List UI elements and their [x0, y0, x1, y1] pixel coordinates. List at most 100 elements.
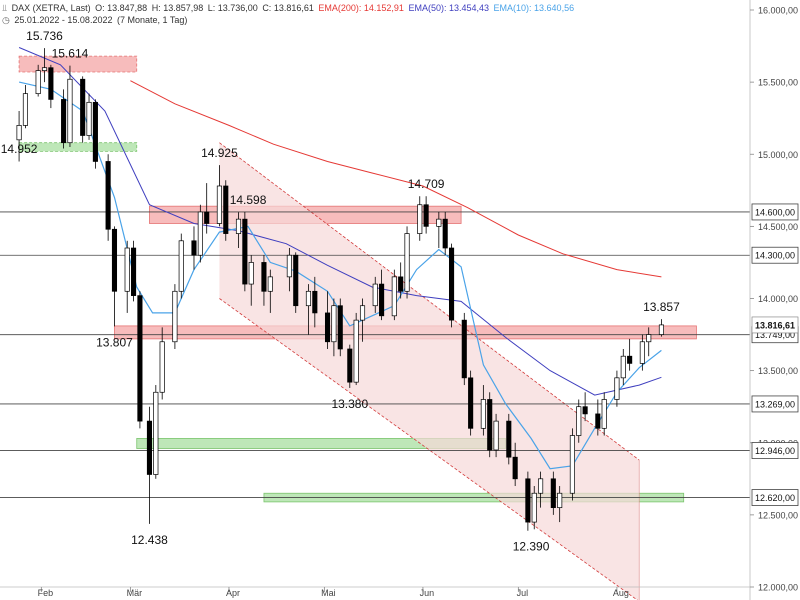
symbol-label: DAX (XETRA, Last): [11, 3, 91, 13]
horizontal-levels: [0, 211, 750, 498]
channel-fill: [219, 142, 640, 600]
candle-body: [131, 247, 137, 296]
candle-body: [223, 185, 229, 234]
candle-body: [436, 218, 442, 227]
chart-type-icon[interactable]: ⫫: [2, 3, 8, 13]
candle-body: [398, 276, 404, 292]
candle-body: [248, 262, 254, 285]
candle-body: [331, 305, 337, 343]
candle-body: [153, 391, 159, 475]
ema10-line: [18, 81, 662, 470]
swing-labels: 15.736 15.614 14.952 13.807 12.438 14.925 14.5…: [1, 29, 680, 554]
swing-label: 14.925: [201, 146, 238, 160]
candle-body: [449, 247, 455, 321]
candle-body: [305, 290, 312, 307]
candle-body: [512, 456, 518, 480]
clock-icon: ◷: [2, 15, 10, 25]
candle-body: [423, 204, 429, 227]
x-tick-label: Jul: [517, 588, 529, 598]
candle-body: [391, 276, 397, 317]
candle-body: [442, 218, 448, 249]
channel-upper-line: [219, 142, 640, 461]
last-price-label: 13.816,61: [755, 320, 795, 330]
candle-body: [41, 67, 48, 71]
support-zone-upper: [18, 142, 138, 152]
swing-label: 13.380: [331, 397, 368, 411]
level-badge: [751, 246, 799, 264]
candle-body: [286, 254, 292, 278]
candle-body: [480, 399, 486, 429]
open-value: O: 13.847,88: [95, 3, 148, 13]
y-axis: 12.000,0012.500,0013.000,0013.500,0014.0…: [749, 0, 798, 600]
candle-body: [531, 492, 537, 523]
y-tick-label: 12.500,00: [758, 510, 798, 520]
candle-body: [86, 101, 92, 136]
ema50-legend[interactable]: EMA(50): 13.454,43: [408, 3, 490, 13]
candle-body: [35, 70, 41, 95]
chart-header: ⫫ DAX (XETRA, Last) O: 13.847,88 H: 13.8…: [2, 2, 576, 26]
trend-channel: [219, 142, 640, 600]
candle-body: [235, 218, 242, 234]
candle-body: [487, 399, 493, 451]
candle-body: [191, 240, 197, 256]
x-tick-label: Mär: [127, 588, 143, 598]
channel-lower-line: [219, 298, 638, 600]
candle-body: [22, 93, 28, 126]
level-badge-label: 12.620,00: [755, 493, 795, 503]
x-tick-label: Feb: [38, 588, 54, 598]
candle-body: [124, 247, 130, 292]
level-badges: 14.600,00 14.300,00 13.749,00 13.269,00 12.9…: [751, 203, 799, 506]
candle-body: [614, 377, 620, 400]
x-axis: Feb Mär Apr Mai Jun Jul Aug: [0, 586, 750, 598]
candle-body: [159, 341, 165, 393]
candles: [16, 48, 664, 531]
candle-body: [417, 204, 423, 234]
swing-label: 15.614: [52, 47, 89, 61]
candle-body: [137, 295, 143, 422]
candle-body: [359, 305, 366, 321]
ema10-legend[interactable]: EMA(10): 13.640,56: [493, 3, 575, 13]
swing-label: 14.598: [230, 193, 267, 207]
candle-body: [582, 406, 588, 415]
candle-body: [646, 334, 652, 343]
ema200-legend[interactable]: EMA(200): 14.152,91: [318, 3, 404, 13]
candle-body: [525, 478, 531, 523]
candle-body: [80, 78, 86, 136]
candle-body: [312, 290, 318, 314]
candle-body: [267, 276, 273, 292]
candle-body: [557, 492, 563, 509]
candle-body: [61, 99, 67, 144]
low-value: L: 13.736,00: [207, 3, 258, 13]
candle-body: [242, 218, 248, 285]
candle-body: [261, 262, 267, 292]
candle-body: [576, 406, 582, 436]
candle-body: [105, 161, 111, 230]
y-tick-label: 15.500,00: [758, 78, 798, 88]
ema50-line: [18, 47, 662, 396]
candle-body: [337, 305, 343, 350]
x-tick-label: Aug: [613, 588, 629, 598]
candle-body: [538, 478, 544, 494]
candle-body: [146, 420, 153, 475]
level-badge-label: 14.300,00: [755, 251, 795, 261]
candle-body: [178, 240, 184, 292]
y-tick-label: 14.000,00: [758, 294, 798, 304]
candle-body: [372, 283, 378, 307]
swing-label: 12.438: [131, 533, 168, 547]
period-label: (7 Monate, 1 Tag): [116, 15, 188, 25]
level-badge-label: 13.269,00: [755, 399, 795, 409]
candle-body: [111, 228, 118, 292]
ema200-line: [130, 80, 662, 278]
y-tick-label: 15.000,00: [758, 150, 798, 160]
y-tick-label: 14.500,00: [758, 222, 798, 232]
candle-body: [461, 319, 467, 379]
x-tick-label: Mai: [321, 588, 336, 598]
high-value: H: 13.857,98: [151, 3, 204, 13]
candle-body: [48, 67, 54, 100]
candle-body: [347, 348, 353, 383]
candle-body: [92, 101, 98, 162]
candle-body: [67, 78, 73, 144]
x-tick-label: Apr: [226, 588, 240, 598]
candle-body: [658, 324, 664, 335]
